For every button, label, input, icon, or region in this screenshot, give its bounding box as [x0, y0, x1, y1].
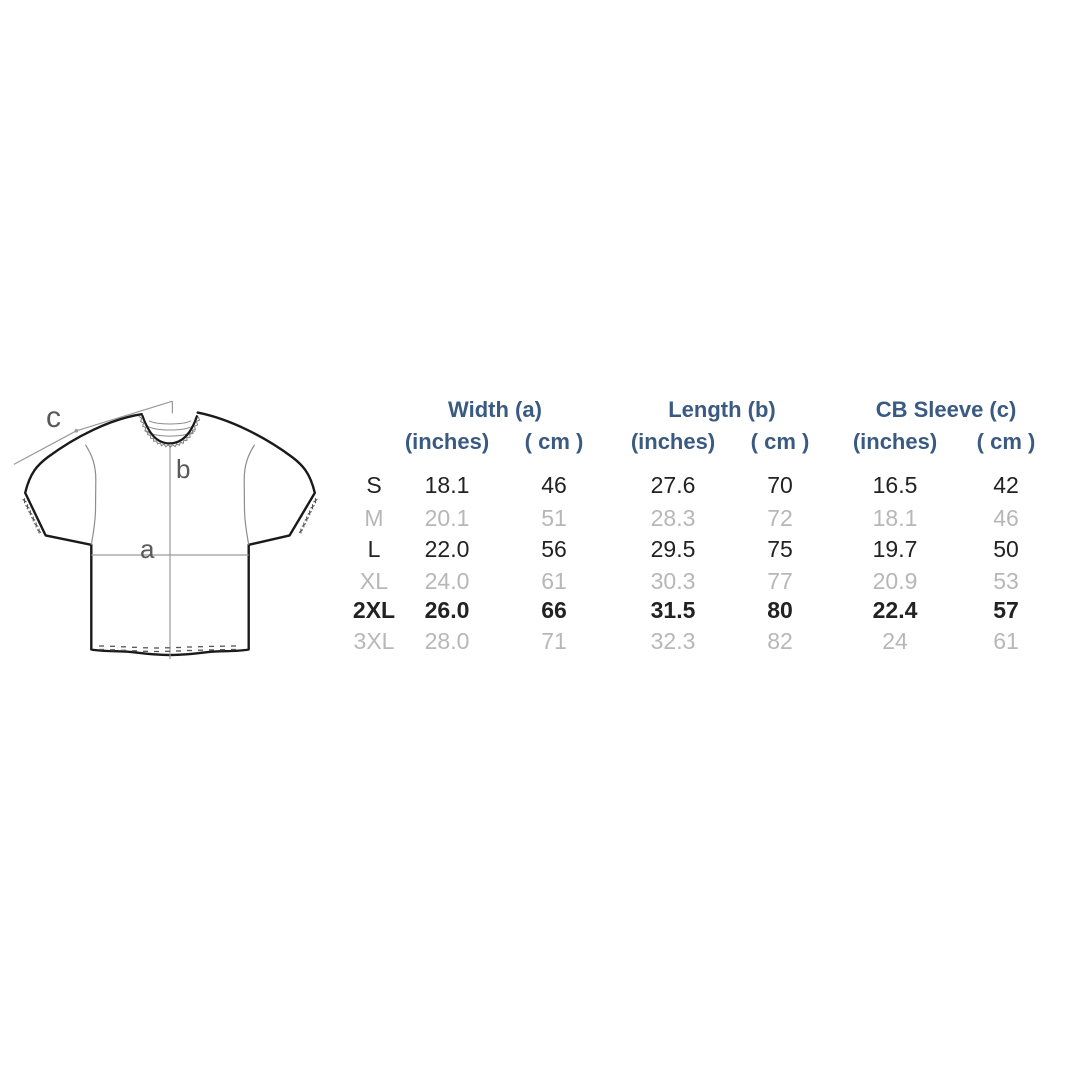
svg-text:a: a: [140, 534, 155, 564]
svg-text:b: b: [176, 454, 190, 484]
svg-text:c: c: [46, 401, 61, 434]
